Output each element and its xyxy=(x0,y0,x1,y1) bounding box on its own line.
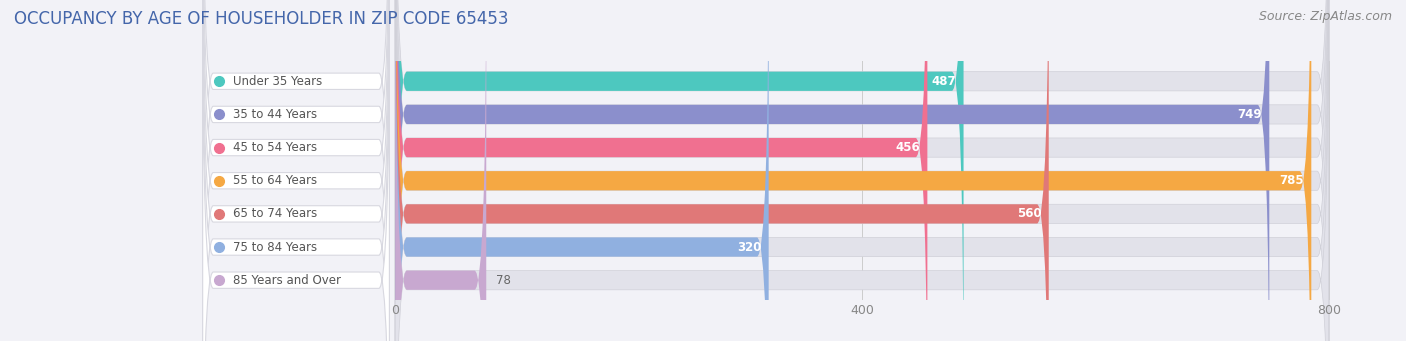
FancyBboxPatch shape xyxy=(395,0,963,341)
FancyBboxPatch shape xyxy=(395,0,1329,341)
FancyBboxPatch shape xyxy=(395,0,1312,341)
FancyBboxPatch shape xyxy=(395,0,486,341)
Text: 75 to 84 Years: 75 to 84 Years xyxy=(233,240,318,254)
Text: 78: 78 xyxy=(495,274,510,287)
FancyBboxPatch shape xyxy=(202,0,389,341)
FancyBboxPatch shape xyxy=(395,0,1329,341)
FancyBboxPatch shape xyxy=(395,0,1329,341)
FancyBboxPatch shape xyxy=(202,0,389,341)
Text: 487: 487 xyxy=(932,75,956,88)
FancyBboxPatch shape xyxy=(395,0,1329,341)
FancyBboxPatch shape xyxy=(395,0,1329,341)
FancyBboxPatch shape xyxy=(202,0,389,341)
FancyBboxPatch shape xyxy=(395,0,1329,341)
Text: 749: 749 xyxy=(1237,108,1263,121)
Text: 35 to 44 Years: 35 to 44 Years xyxy=(233,108,318,121)
Text: Source: ZipAtlas.com: Source: ZipAtlas.com xyxy=(1258,10,1392,23)
Text: 45 to 54 Years: 45 to 54 Years xyxy=(233,141,318,154)
Text: 456: 456 xyxy=(896,141,921,154)
FancyBboxPatch shape xyxy=(395,0,928,341)
FancyBboxPatch shape xyxy=(202,0,389,341)
FancyBboxPatch shape xyxy=(202,0,389,341)
Text: 65 to 74 Years: 65 to 74 Years xyxy=(233,207,318,220)
FancyBboxPatch shape xyxy=(395,0,1049,341)
Text: 55 to 64 Years: 55 to 64 Years xyxy=(233,174,318,187)
FancyBboxPatch shape xyxy=(202,0,389,341)
FancyBboxPatch shape xyxy=(395,0,1270,341)
Text: 560: 560 xyxy=(1017,207,1042,220)
FancyBboxPatch shape xyxy=(202,0,389,341)
Text: Under 35 Years: Under 35 Years xyxy=(233,75,322,88)
Text: OCCUPANCY BY AGE OF HOUSEHOLDER IN ZIP CODE 65453: OCCUPANCY BY AGE OF HOUSEHOLDER IN ZIP C… xyxy=(14,10,509,28)
Text: 785: 785 xyxy=(1279,174,1305,187)
FancyBboxPatch shape xyxy=(395,0,769,341)
Text: 85 Years and Over: 85 Years and Over xyxy=(233,274,342,287)
FancyBboxPatch shape xyxy=(395,0,1329,341)
Text: 320: 320 xyxy=(737,240,762,254)
